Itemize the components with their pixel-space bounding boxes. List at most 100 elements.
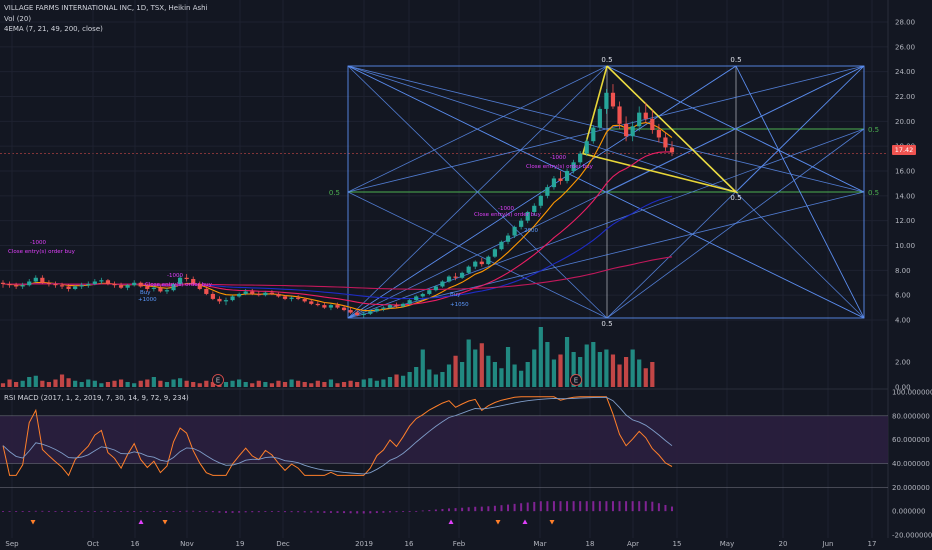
candle-body	[623, 123, 629, 137]
macd-histogram-bar	[218, 511, 221, 513]
volume-bar	[643, 368, 648, 387]
macd-histogram-bar	[297, 511, 300, 513]
volume-bar	[223, 382, 229, 387]
candle-body	[492, 249, 498, 257]
candle-body	[243, 291, 248, 294]
macd-histogram-bar	[421, 510, 424, 512]
time-tick-label: Nov	[180, 540, 194, 548]
candle-body	[177, 277, 183, 284]
macd-histogram-bar	[61, 511, 64, 512]
macd-histogram-bar	[139, 511, 142, 512]
volume-bar	[99, 383, 104, 387]
volume-bar	[381, 379, 386, 387]
candle-body	[571, 162, 576, 171]
fib-level-label: 0.5	[329, 189, 340, 197]
candle-body	[512, 226, 517, 236]
time-tick-label: 16	[131, 540, 140, 548]
price-tick-label: 10.00	[895, 242, 915, 250]
volume-bar	[538, 327, 543, 387]
candle-body	[551, 178, 557, 188]
ema-lines	[2, 122, 673, 312]
volume-bar	[112, 380, 117, 387]
candle-body	[335, 305, 340, 308]
oscillator-legend[interactable]: RSI MACD (2017, 1, 2, 2019, 7, 30, 14, 9…	[4, 394, 189, 402]
volume-bar	[210, 382, 215, 387]
macd-histogram-bar	[67, 511, 70, 512]
volume-bar	[591, 342, 596, 387]
macd-histogram-bar	[152, 511, 155, 512]
volume-bar	[440, 372, 445, 387]
symbol-title[interactable]: VILLAGE FARMS INTERNATIONAL INC, 1D, TSX…	[4, 4, 208, 12]
gann-fan-line	[347, 65, 737, 193]
macd-histogram-bar	[651, 501, 654, 512]
price-tick-label: 26.00	[895, 43, 915, 51]
candle-body	[46, 282, 52, 284]
volume-bar	[204, 380, 209, 387]
volume-bar	[237, 379, 242, 387]
candle-body	[164, 290, 170, 292]
candle-body	[374, 308, 379, 312]
candle-body	[118, 285, 124, 288]
gann-fan-line	[606, 128, 865, 319]
earnings-marker	[570, 374, 582, 386]
time-axis: Sep Oct 16 Nov 19 Dec 2019 16 Feb Mar 18 Apr 15 May 20…	[5, 540, 876, 548]
volume-bar	[597, 352, 602, 387]
macd-histogram-bar	[100, 510, 103, 512]
volume-bar	[341, 382, 347, 387]
gann-fan-line	[735, 65, 865, 319]
volume-bar	[637, 359, 642, 387]
volume-bar	[14, 382, 19, 387]
macd-histogram-bar	[165, 511, 168, 512]
macd-histogram-bar	[434, 509, 437, 512]
volume-bar	[269, 383, 275, 387]
macd-histogram-bar	[15, 511, 18, 512]
yellow-triangle	[582, 65, 739, 194]
signal-marker	[448, 519, 454, 524]
trade-annotation: -1000	[167, 273, 183, 279]
gann-fan-drawing: 0.5 0.5 0.5 0.5 0.5 0.5 0.5	[329, 56, 879, 328]
macd-histogram-bar	[225, 511, 227, 513]
volume-bar	[289, 379, 294, 387]
candle-body	[394, 305, 399, 307]
macd-histogram-bar	[133, 511, 136, 512]
macd-histogram-bar	[467, 507, 470, 512]
macd-histogram-bar	[513, 503, 516, 512]
price-tick-label: 22.00	[895, 93, 915, 101]
macd-histogram-bar	[28, 511, 31, 512]
macd-histogram-bar	[605, 501, 608, 512]
volume-bar	[118, 379, 124, 387]
volume-legend[interactable]: Vol (20)	[4, 15, 32, 23]
fib-level-label: 0.5	[601, 56, 612, 64]
candle-body	[637, 112, 642, 127]
rsi-macd-pane	[0, 396, 888, 525]
candle-body	[53, 283, 58, 286]
volume-bar	[420, 349, 425, 387]
macd-histogram-bar	[579, 501, 582, 512]
volume-bar	[623, 357, 629, 387]
volume-bar	[73, 380, 78, 387]
gann-fan-line	[347, 65, 608, 319]
candle-body	[20, 285, 25, 287]
candle-body	[256, 293, 261, 296]
candle-body	[105, 280, 111, 284]
volume-bar	[309, 383, 314, 387]
macd-histogram-bar	[284, 511, 287, 513]
price-tick-label: 20.00	[895, 118, 915, 126]
candle-body	[132, 282, 137, 286]
candle-body	[263, 292, 268, 296]
price-tick-label: 28.00	[895, 19, 915, 27]
macd-histogram-bar	[270, 511, 273, 512]
time-tick-label: Oct	[87, 540, 99, 548]
candle-body	[315, 303, 320, 306]
macd-histogram-bar	[113, 511, 116, 512]
price-tick-label: 24.00	[895, 68, 915, 76]
earnings-marker	[212, 374, 224, 386]
time-tick-label: 19	[236, 540, 245, 548]
candle-body	[197, 283, 202, 289]
macd-histogram-bar	[539, 501, 542, 512]
candle-body	[361, 313, 366, 316]
macd-histogram-bar	[336, 511, 339, 513]
candle-body	[125, 285, 130, 288]
volume-bar	[368, 378, 373, 387]
ema-legend[interactable]: 4EMA (7, 21, 49, 200, close)	[4, 25, 103, 33]
